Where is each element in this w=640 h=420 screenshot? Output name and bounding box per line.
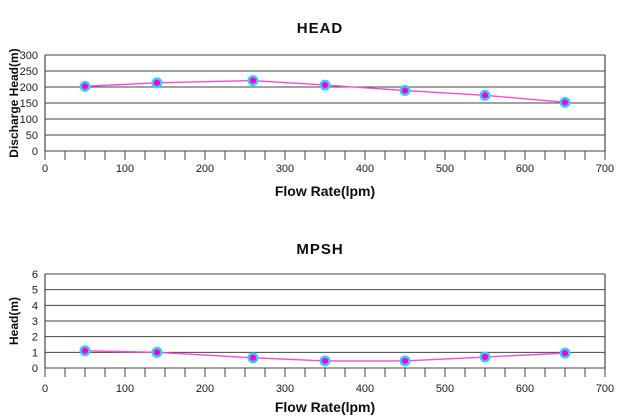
- svg-text:250: 250: [20, 66, 38, 78]
- svg-text:300: 300: [20, 50, 38, 62]
- mpsh-chart-plot: 0 1 2 3 4 5 6 0 100 200 300 400 500 600 700: [32, 269, 614, 395]
- mpsh-chart: MPSH Head(m) 0 1 2 3 4 5 6 0 100 200 300 400 500 600 7…: [0, 210, 640, 420]
- head-chart-plot: 0 50 100 150 200 250 300 0 100 200 300 400 500 600 700: [20, 50, 615, 175]
- svg-text:500: 500: [436, 383, 454, 395]
- svg-text:150: 150: [20, 98, 38, 110]
- svg-text:0: 0: [32, 146, 38, 158]
- svg-text:5: 5: [32, 285, 38, 297]
- svg-text:6: 6: [32, 269, 38, 281]
- svg-text:1: 1: [32, 347, 38, 359]
- svg-text:0: 0: [32, 363, 38, 375]
- svg-text:300: 300: [276, 163, 294, 175]
- head-chart: HEAD Discharge Head(m) 0 50 100 150 200 250 30…: [7, 20, 615, 199]
- head-chart-title: HEAD: [296, 20, 344, 37]
- svg-text:0: 0: [42, 163, 48, 175]
- svg-text:2: 2: [32, 332, 38, 344]
- svg-text:200: 200: [196, 383, 214, 395]
- svg-text:0: 0: [42, 383, 48, 395]
- svg-text:3: 3: [32, 316, 38, 328]
- svg-text:700: 700: [596, 383, 614, 395]
- svg-text:100: 100: [20, 114, 38, 126]
- head-chart-x-axis-title: Flow Rate(lpm): [274, 183, 376, 199]
- svg-text:300: 300: [276, 383, 294, 395]
- svg-text:200: 200: [196, 163, 214, 175]
- mpsh-chart-x-axis-title: Flow Rate(lpm): [274, 399, 376, 415]
- svg-text:400: 400: [356, 383, 374, 395]
- svg-text:500: 500: [436, 163, 454, 175]
- svg-text:200: 200: [20, 82, 38, 94]
- svg-text:400: 400: [356, 163, 374, 175]
- svg-text:100: 100: [116, 163, 134, 175]
- svg-text:600: 600: [516, 163, 534, 175]
- svg-text:700: 700: [596, 163, 614, 175]
- svg-text:100: 100: [116, 383, 134, 395]
- svg-text:50: 50: [26, 130, 38, 142]
- svg-text:600: 600: [516, 383, 534, 395]
- mpsh-chart-title: MPSH: [296, 241, 344, 258]
- svg-text:4: 4: [32, 300, 38, 312]
